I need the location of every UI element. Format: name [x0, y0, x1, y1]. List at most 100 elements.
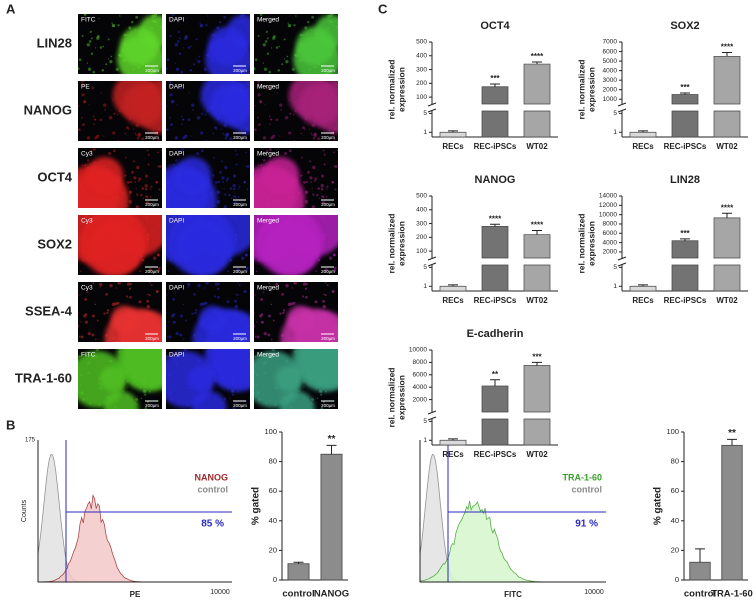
- cell: [299, 270, 301, 272]
- cell: [168, 373, 171, 377]
- cell: [285, 268, 288, 271]
- cell: [129, 323, 133, 327]
- cell: [129, 107, 133, 111]
- cell: [115, 196, 119, 200]
- colony: [265, 221, 319, 275]
- cell: [264, 264, 266, 266]
- channel-label: Merged: [257, 151, 279, 158]
- cell: [240, 327, 244, 330]
- cell: [285, 360, 288, 363]
- scale-bar-label: 200μm: [233, 202, 247, 207]
- cell: [78, 294, 80, 296]
- cell: [326, 349, 330, 353]
- panel-label: A: [6, 1, 16, 16]
- significance: ***: [532, 353, 542, 362]
- cell: [157, 127, 161, 131]
- cell: [263, 159, 266, 162]
- cell: [183, 338, 185, 341]
- cell: [148, 71, 153, 74]
- cell: [246, 188, 249, 191]
- y-tick-label: 100: [416, 248, 427, 255]
- cell: [224, 193, 227, 196]
- cell: [238, 188, 240, 190]
- y-tick-label: 60: [269, 486, 277, 495]
- cell: [321, 217, 325, 220]
- cell: [232, 406, 236, 409]
- cell: [91, 86, 95, 90]
- cell: [209, 191, 213, 195]
- x-tick-label: REC-iPSCs: [474, 450, 517, 459]
- cell: [256, 321, 258, 323]
- cell: [232, 184, 236, 188]
- cell: [203, 287, 206, 289]
- cell: [169, 93, 173, 97]
- y-tick-label: 20: [269, 545, 277, 554]
- cell: [121, 49, 124, 52]
- cell: [137, 30, 140, 33]
- cell: [79, 270, 82, 273]
- cell: [78, 355, 81, 358]
- cell: [244, 253, 248, 257]
- cell: [310, 103, 314, 107]
- bar: [439, 285, 467, 292]
- cell: [93, 148, 96, 151]
- cell: [311, 188, 313, 190]
- cell: [295, 313, 297, 316]
- cell: [295, 179, 298, 182]
- y-tick-label: 5000: [603, 58, 618, 65]
- cell: [136, 193, 139, 196]
- channel-label: DAPI: [169, 285, 184, 292]
- axis-break: [617, 102, 627, 113]
- cell: [331, 181, 334, 184]
- cell: [90, 52, 94, 55]
- cell: [328, 53, 333, 57]
- cell: [212, 100, 216, 103]
- row-label: OCT4: [37, 169, 72, 184]
- cell: [202, 377, 206, 381]
- cell: [181, 161, 184, 164]
- x-tick-label: control: [684, 589, 716, 600]
- cell: [266, 197, 270, 201]
- cell: [222, 51, 226, 54]
- cell: [204, 301, 208, 305]
- cell: [146, 233, 151, 237]
- scale-bar-label: 200μm: [321, 403, 335, 408]
- error-bar: [680, 238, 690, 241]
- cell: [130, 398, 133, 401]
- cell: [181, 148, 184, 151]
- cell: [265, 202, 269, 206]
- micrograph: Cy3 200μm: [78, 215, 162, 275]
- cell: [275, 382, 278, 386]
- cell: [316, 87, 319, 90]
- cell: [276, 254, 279, 256]
- cell: [210, 390, 212, 393]
- cell: [186, 403, 189, 406]
- cell: [119, 87, 122, 90]
- y-axis-label: Counts: [21, 499, 28, 522]
- cell: [255, 270, 258, 273]
- cell: [225, 30, 228, 33]
- cell: [176, 104, 178, 106]
- cell: [294, 369, 297, 372]
- cell: [259, 14, 263, 16]
- cell: [144, 187, 148, 191]
- scale-bar-label: 200μm: [145, 269, 159, 274]
- cell: [301, 95, 304, 97]
- cell: [83, 232, 86, 235]
- cell: [304, 215, 307, 217]
- cell: [174, 62, 177, 64]
- cell: [127, 90, 130, 92]
- cell: [326, 384, 330, 388]
- cell: [292, 113, 295, 116]
- cell: [174, 43, 179, 47]
- cell: [220, 256, 225, 261]
- cell: [254, 128, 257, 132]
- bar: [523, 234, 551, 292]
- cell: [158, 266, 161, 270]
- cell: [144, 184, 148, 188]
- cell: [205, 282, 209, 285]
- cell: [125, 156, 127, 159]
- y-tick-label: 10000: [599, 211, 617, 218]
- cell: [93, 161, 96, 164]
- cell: [317, 61, 321, 66]
